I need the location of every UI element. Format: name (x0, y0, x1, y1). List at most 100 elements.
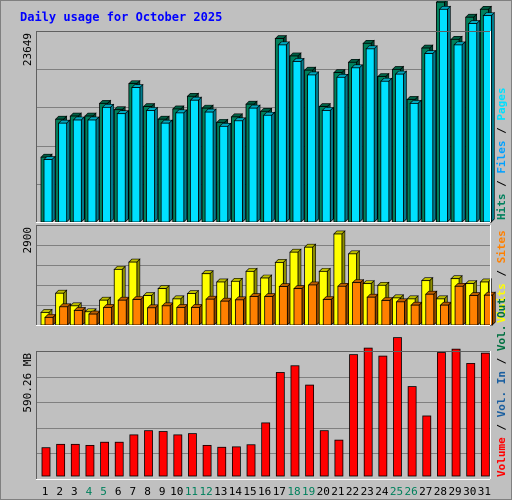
bar-files-18-side (300, 57, 305, 223)
bar-files-19 (307, 74, 317, 223)
bar-volume-3 (70, 443, 80, 477)
bar-files-11 (190, 99, 199, 223)
x-tick-label-9: 9 (159, 485, 166, 498)
bar-files-26 (409, 102, 419, 223)
bar-volume-13 (217, 446, 227, 477)
bar-volume-24 (378, 355, 388, 477)
y-max-label-visits-sites: 2900 (21, 227, 34, 254)
legend-part-volume-1: / (495, 417, 508, 437)
bar-sites-25 (396, 301, 405, 326)
legend-part-volume-2: Vol. In (495, 371, 508, 417)
bar-files-11-side (198, 96, 202, 223)
legend-part-volume-4: Vol. Out (495, 298, 508, 351)
bar-volume-1 (41, 447, 51, 477)
bar-sites-13 (220, 300, 230, 326)
x-tick-label-20: 20 (317, 485, 330, 498)
bar-files-15-side (256, 104, 261, 223)
bar-sites-10 (176, 307, 186, 326)
bar-files-28 (439, 8, 448, 223)
legend-part-hits-files-pages-3: / (495, 121, 508, 141)
bar-files-26-side (417, 99, 422, 223)
bar-files-6 (116, 113, 126, 223)
bar-files-1-side (51, 155, 56, 223)
bar-files-16 (263, 114, 273, 223)
bar-files-6-side (124, 109, 129, 223)
x-tick-label-29: 29 (448, 485, 461, 498)
bar-sites-17 (278, 286, 288, 326)
bar-files-20-side (329, 106, 334, 223)
bar-volume-11 (188, 433, 197, 477)
bar-files-31-side (491, 11, 495, 223)
bar-sites-9 (161, 305, 171, 326)
bar-files-29-side (461, 41, 466, 223)
bar-files-9 (160, 122, 170, 223)
bar-volume-26 (407, 386, 417, 477)
bar-files-15 (248, 107, 258, 223)
bar-files-13 (219, 125, 229, 223)
bar-files-7 (131, 87, 141, 223)
bar-files-30-side (476, 19, 481, 223)
bar-sites-29 (454, 285, 464, 326)
chart-title: Daily usage for October 2025 (20, 10, 223, 24)
x-tick-label-24: 24 (375, 485, 389, 498)
bar-files-17-side (286, 41, 290, 223)
bar-sites-6 (117, 299, 127, 326)
bar-sites-2 (59, 306, 69, 326)
bar-files-18 (292, 61, 302, 223)
bar-files-2-side (66, 119, 70, 223)
bar-sites-3 (73, 310, 83, 326)
x-tick-label-3: 3 (71, 485, 78, 498)
x-tick-label-12: 12 (199, 485, 212, 498)
bar-files-27-side (432, 49, 437, 223)
bar-files-16-side (271, 111, 275, 223)
legend-part-hits-files-pages-0: Hits (495, 194, 508, 221)
bar-volume-22 (349, 354, 358, 477)
bar-files-1 (43, 159, 53, 223)
bar-sites-16 (264, 296, 274, 326)
bar-files-23-side (373, 45, 378, 223)
bar-files-3 (72, 119, 82, 223)
bar-sites-24 (381, 300, 391, 326)
bar-sites-15 (249, 296, 259, 326)
x-tick-label-31: 31 (478, 485, 491, 498)
bar-sites-26 (410, 304, 420, 326)
bar-sites-11 (191, 307, 200, 326)
x-tick-label-28: 28 (434, 485, 447, 498)
bar-volume-20 (319, 430, 329, 477)
legend-part-visits-sites-0: Visits (495, 283, 508, 323)
bar-sites-23 (366, 296, 376, 326)
bar-sites-22 (352, 282, 361, 326)
x-tick-label-4: 4 (86, 485, 93, 498)
bar-files-9-side (168, 119, 173, 223)
x-tick-label-21: 21 (331, 485, 344, 498)
bar-sites-8 (147, 307, 156, 326)
bar-files-30 (468, 23, 478, 223)
bar-volume-4 (85, 444, 95, 477)
bar-files-25-side (403, 70, 407, 223)
bar-files-14-side (242, 117, 246, 223)
x-tick-label-13: 13 (214, 485, 227, 498)
x-tick-label-6: 6 (115, 485, 122, 498)
bar-files-17 (277, 44, 287, 223)
bar-volume-6 (114, 441, 124, 477)
bar-files-4 (87, 119, 97, 223)
bar-volume-23 (363, 347, 373, 477)
bar-volume-31 (480, 352, 490, 477)
bar-files-21 (336, 76, 346, 223)
bar-files-5-side (110, 103, 114, 223)
y-max-label-volume: 590.26 MB (21, 353, 34, 413)
bar-files-14 (233, 120, 243, 223)
bar-sites-18 (293, 288, 303, 326)
bar-files-27 (424, 53, 434, 223)
x-tick-label-16: 16 (258, 485, 271, 498)
bar-sites-14 (234, 299, 244, 326)
x-tick-label-11: 11 (185, 485, 198, 498)
x-tick-label-27: 27 (419, 485, 432, 498)
x-tick-label-10: 10 (170, 485, 183, 498)
bar-volume-25 (393, 337, 402, 477)
bar-sites-5 (103, 307, 112, 326)
bar-volume-8 (144, 430, 153, 477)
bar-files-23 (365, 48, 375, 223)
